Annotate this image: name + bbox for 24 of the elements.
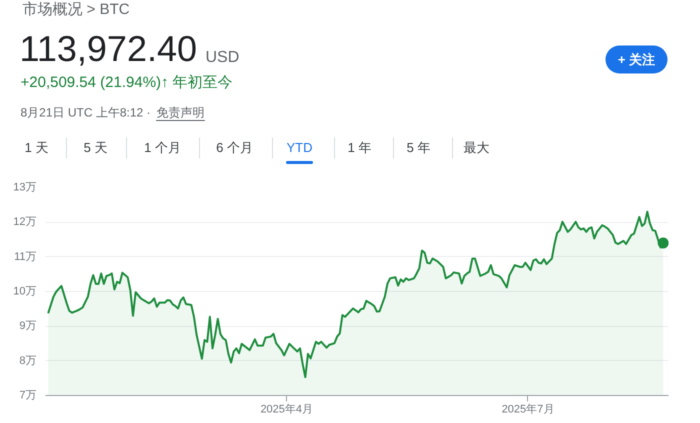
y-tick-label: 10万 <box>13 286 37 298</box>
text: 市场概况 > BTC <box>22 1 130 18</box>
text: 113,972.40 <box>20 28 198 69</box>
text: + 关注 <box>618 52 656 67</box>
text: +20,509.54 (21.94%)↑ 年初至今 <box>20 74 233 91</box>
x-tick-label: 2025年7月 <box>502 404 554 416</box>
text: 最大 <box>464 140 490 155</box>
x-tick-label: 2025年4月 <box>260 404 314 416</box>
text: 免责声明 <box>156 106 204 120</box>
text: 1 年 <box>348 140 372 155</box>
y-tick-label: 7万 <box>19 390 37 402</box>
text: USD <box>206 49 240 66</box>
y-tick-label: 9万 <box>19 320 37 332</box>
text: 5 天 <box>84 140 108 155</box>
y-tick-label: 12万 <box>13 216 37 228</box>
text: 8月21日 UTC 上午8:12 · <box>20 106 151 120</box>
text: YTD <box>286 140 312 155</box>
text: 1 个月 <box>144 140 181 155</box>
y-tick-label: 13万 <box>13 182 37 194</box>
y-tick-label: 11万 <box>14 250 37 263</box>
text: 6 个月 <box>216 140 253 155</box>
text: 1 天 <box>24 140 48 155</box>
text: 5 年 <box>406 140 430 155</box>
y-tick-label: 8万 <box>19 354 37 367</box>
